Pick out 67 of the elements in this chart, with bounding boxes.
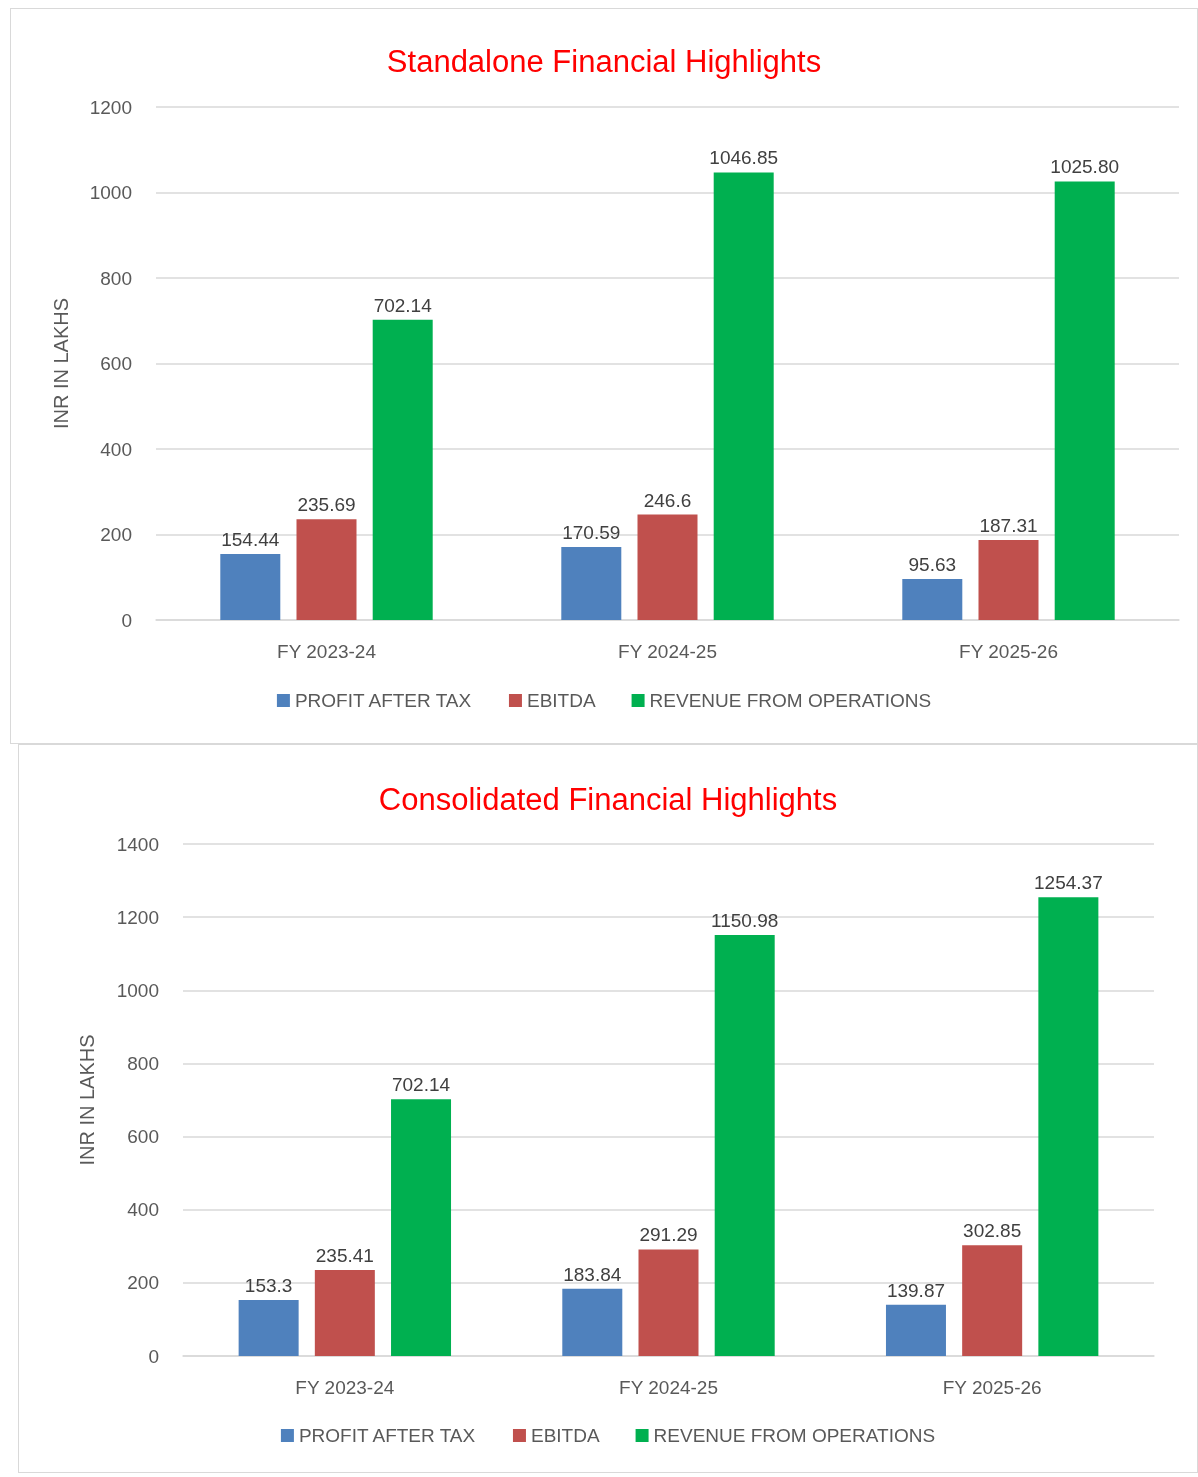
- bar: [314, 1269, 375, 1356]
- x-tick-label: FY 2024-25: [619, 1377, 718, 1398]
- chart-title: Standalone Financial Highlights: [386, 44, 822, 79]
- legend-label: PROFIT AFTER TAX: [294, 690, 472, 711]
- y-tick-label: 200: [127, 1272, 159, 1294]
- data-label: 235.69: [297, 494, 356, 516]
- y-tick-label: 0: [121, 609, 132, 631]
- legend-label: REVENUE FROM OPERATIONS: [649, 690, 932, 711]
- bar: [885, 1304, 946, 1356]
- y-tick-label: 1000: [89, 182, 132, 203]
- y-tick-label: 0: [148, 1345, 159, 1367]
- y-tick-label: 800: [127, 1052, 159, 1074]
- y-axis-title: INR IN LAKHS: [76, 1034, 98, 1166]
- x-tick-label: FY 2025-26: [942, 1377, 1042, 1398]
- data-label: 170.59: [562, 522, 621, 544]
- data-label: 183.84: [563, 1263, 622, 1285]
- chart-title: Consolidated Financial Highlights: [378, 782, 838, 817]
- data-label: 702.14: [391, 1074, 451, 1096]
- y-tick-label: 400: [127, 1199, 159, 1221]
- y-tick-label: 400: [100, 438, 132, 460]
- legend-label: EBITDA: [526, 690, 596, 711]
- x-tick-label: FY 2024-25: [618, 641, 717, 662]
- y-tick-label: 1200: [89, 96, 132, 118]
- bar: [638, 1249, 699, 1356]
- bar: [637, 514, 698, 620]
- y-tick-label: 1400: [116, 833, 159, 855]
- bar: [372, 319, 433, 620]
- x-tick-label: FY 2023-24: [277, 641, 377, 662]
- x-tick-label: FY 2023-24: [295, 1377, 395, 1398]
- data-label: 246.6: [643, 489, 692, 511]
- data-label: 302.85: [963, 1220, 1022, 1242]
- y-tick-label: 1200: [116, 906, 159, 928]
- bar: [561, 547, 622, 620]
- bar: [238, 1299, 299, 1356]
- bar: [714, 935, 775, 1356]
- data-label: 1150.98: [711, 910, 779, 932]
- legend-label: EBITDA: [530, 1425, 600, 1446]
- bar: [220, 553, 281, 620]
- y-tick-label: 200: [100, 524, 132, 545]
- y-tick-label: 600: [127, 1126, 159, 1148]
- y-tick-label: 600: [100, 353, 132, 374]
- y-axis-title: INR IN LAKHS: [50, 297, 72, 430]
- bar: [562, 1288, 623, 1356]
- data-label: 187.31: [979, 514, 1038, 536]
- bar: [296, 519, 357, 620]
- bar: [962, 1245, 1023, 1356]
- y-tick-label: 1000: [116, 979, 159, 1001]
- bar: [902, 579, 963, 620]
- legend-label: PROFIT AFTER TAX: [298, 1425, 476, 1446]
- data-label: 1025.80: [1050, 156, 1120, 178]
- y-tick-label: 800: [100, 267, 132, 289]
- data-label: 702.14: [373, 294, 433, 316]
- data-label: 154.44: [221, 528, 280, 550]
- bar: [1038, 897, 1099, 1356]
- data-label: 95.63: [908, 554, 957, 576]
- data-label: 235.41: [315, 1244, 374, 1266]
- bar: [391, 1099, 452, 1356]
- data-label: 153.3: [244, 1274, 293, 1296]
- data-label: 1046.85: [709, 147, 779, 169]
- data-label: 139.87: [886, 1279, 946, 1301]
- data-label: 291.29: [639, 1224, 698, 1246]
- data-label: 1254.37: [1034, 872, 1103, 894]
- legend-label: REVENUE FROM OPERATIONS: [653, 1425, 936, 1446]
- x-tick-label: FY 2025-26: [959, 641, 1058, 662]
- bar: [1054, 181, 1115, 620]
- bar: [713, 172, 774, 620]
- bar: [978, 539, 1039, 620]
